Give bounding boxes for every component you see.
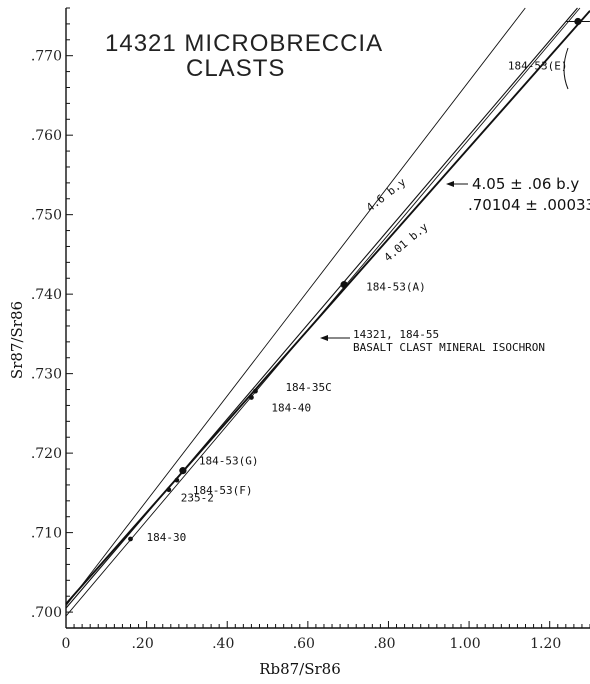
x-tick-label: 1.00	[449, 636, 480, 652]
y-tick-label: .750	[31, 208, 62, 224]
main-age-arrowhead	[446, 181, 454, 187]
isochron-line	[65, 7, 526, 607]
x-tick-label: .80	[373, 636, 395, 652]
data-point	[128, 536, 133, 542]
data-point	[166, 487, 172, 493]
y-tick-label: .740	[31, 287, 62, 303]
isochron-ref-line1: 14321, 184-55	[353, 328, 439, 341]
point-label: 184-53(A)	[366, 281, 426, 294]
chart-subtitle: CLASTS	[186, 55, 285, 82]
x-tick-label: .60	[293, 636, 315, 652]
isochron-line	[65, 7, 581, 617]
line-401-label: 4.01 b.y	[382, 220, 431, 264]
isochron-ref-line2: BASALT CLAST MINERAL ISOCHRON	[353, 341, 545, 354]
point-label: 184-53(G)	[199, 455, 259, 468]
y-tick-label: .720	[31, 446, 62, 462]
isochron-lines	[65, 7, 590, 617]
data-points	[128, 17, 590, 542]
data-point	[253, 388, 258, 394]
point-label: 184-40	[271, 401, 311, 414]
x-tick-label: 1.20	[530, 636, 561, 652]
data-point	[174, 477, 180, 483]
y-tick-label: .760	[31, 128, 62, 144]
x-tick-label: .40	[212, 636, 234, 652]
x-tick-label: .20	[131, 636, 153, 652]
main-age-label: 4.05 ± .06 b.y	[472, 175, 579, 193]
point-label: 184-53(F)	[193, 484, 253, 497]
data-point	[249, 395, 254, 400]
point-label: 235-2	[181, 492, 214, 505]
line-46-label: 4.6 b.y	[364, 175, 409, 214]
point-label: 184-35C	[285, 381, 331, 394]
x-tick-label: 0	[62, 636, 71, 652]
initial-ratio-label: .70104 ± .00033	[468, 196, 590, 214]
axes: 0 .20 .40 .60 .80 1.00 1.20 .700 .710 .720 .730 .74…	[31, 7, 590, 652]
isochron-line	[65, 7, 578, 609]
data-point	[340, 281, 348, 289]
y-axis-title: Sr87/Sr86	[8, 301, 26, 379]
y-tick-label: .700	[31, 605, 62, 621]
y-tick-label: .710	[31, 526, 62, 542]
y-tick-label: .730	[31, 367, 62, 383]
data-point	[179, 467, 187, 475]
point-e-leader	[563, 47, 569, 90]
y-tick-label: .770	[31, 49, 62, 65]
isochron-ref-arrowhead	[320, 335, 328, 341]
x-axis-title: Rb87/Sr86	[259, 660, 341, 678]
point-label: 184-30	[146, 531, 186, 544]
isochron-line	[65, 10, 590, 605]
point-label: 184-53(E)	[508, 60, 568, 73]
chart-title: 14321 MICROBRECCIA	[105, 30, 383, 57]
